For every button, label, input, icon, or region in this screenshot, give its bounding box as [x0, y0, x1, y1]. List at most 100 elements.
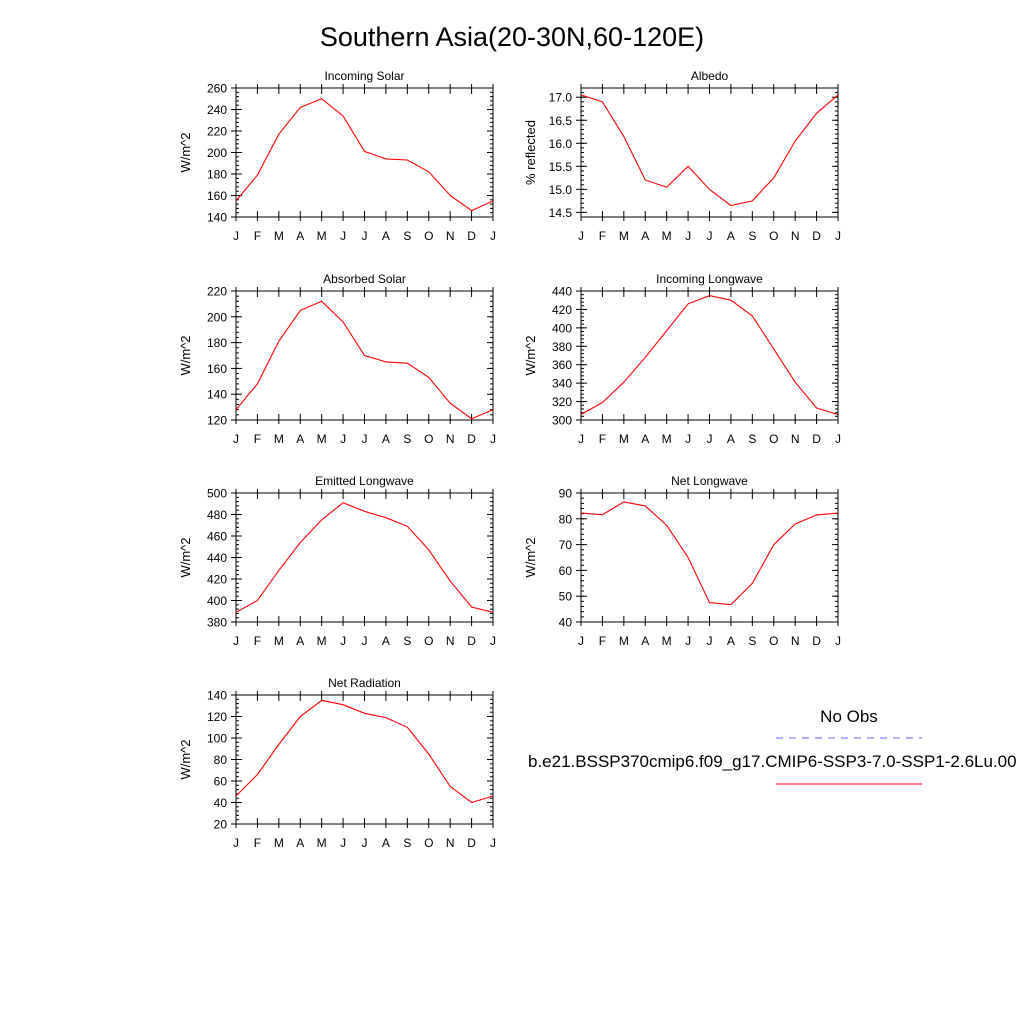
- y-tick-label: 160: [207, 189, 227, 203]
- x-tick-label: D: [812, 634, 821, 648]
- y-tick-label: 17.0: [549, 91, 573, 105]
- x-tick-label: A: [382, 836, 390, 850]
- series-line: [235, 502, 494, 613]
- legend-model-label: b.e21.BSSP370cmip6.f09_g17.CMIP6-SSP3-7.…: [528, 752, 1017, 771]
- x-tick-label: J: [707, 432, 713, 446]
- x-tick-label: F: [599, 432, 606, 446]
- x-tick-label: O: [424, 634, 433, 648]
- y-axis-label: % reflected: [523, 120, 538, 185]
- x-tick-label: J: [233, 634, 239, 648]
- x-tick-label: J: [578, 432, 584, 446]
- y-tick-label: 160: [207, 362, 227, 376]
- x-tick-label: N: [791, 634, 800, 648]
- plot-frame: [235, 87, 494, 218]
- x-tick-label: M: [274, 634, 284, 648]
- x-tick-label: S: [403, 836, 411, 850]
- x-tick-label: J: [578, 229, 584, 243]
- chart-title: Incoming Solar: [324, 69, 404, 83]
- x-tick-label: M: [274, 432, 284, 446]
- x-tick-label: M: [317, 432, 327, 446]
- y-tick-label: 15.0: [549, 183, 573, 197]
- y-tick-label: 15.5: [549, 160, 573, 174]
- chart-title: Emitted Longwave: [315, 474, 414, 488]
- y-tick-label: 400: [552, 321, 572, 335]
- series-line: [235, 699, 494, 804]
- x-tick-label: J: [340, 432, 346, 446]
- y-tick-label: 50: [559, 590, 573, 604]
- x-tick-label: A: [382, 229, 390, 243]
- x-tick-label: J: [707, 229, 713, 243]
- y-tick-label: 70: [559, 538, 573, 552]
- y-tick-label: 60: [559, 564, 573, 578]
- y-tick-label: 240: [207, 103, 227, 117]
- x-tick-label: N: [446, 432, 455, 446]
- series-line: [580, 295, 839, 416]
- y-tick-label: 120: [207, 710, 227, 724]
- chart-title: Net Radiation: [328, 676, 401, 690]
- y-tick-label: 380: [207, 616, 227, 630]
- x-tick-label: J: [685, 634, 691, 648]
- y-tick-label: 420: [552, 303, 572, 317]
- page-title: Southern Asia(20-30N,60-120E): [320, 22, 704, 52]
- x-tick-label: J: [233, 229, 239, 243]
- x-tick-label: A: [641, 432, 649, 446]
- chart-panel: Incoming Longwave 300 320 340 360 380 400 420 44…: [523, 272, 841, 446]
- x-tick-label: S: [403, 432, 411, 446]
- x-tick-label: N: [791, 229, 800, 243]
- x-tick-label: A: [296, 229, 304, 243]
- x-tick-label: A: [382, 432, 390, 446]
- y-tick-label: 20: [214, 818, 228, 832]
- x-tick-label: F: [254, 229, 261, 243]
- x-tick-label: D: [467, 432, 476, 446]
- y-tick-label: 16.0: [549, 137, 573, 151]
- x-tick-label: M: [662, 229, 672, 243]
- x-tick-label: J: [233, 836, 239, 850]
- x-tick-label: A: [296, 432, 304, 446]
- x-tick-label: O: [769, 432, 778, 446]
- x-tick-label: J: [707, 634, 713, 648]
- x-tick-label: M: [619, 229, 629, 243]
- y-tick-label: 140: [207, 689, 227, 703]
- x-tick-label: J: [362, 836, 368, 850]
- x-tick-label: J: [685, 432, 691, 446]
- x-tick-label: D: [812, 432, 821, 446]
- x-tick-label: M: [662, 432, 672, 446]
- x-tick-label: M: [317, 634, 327, 648]
- x-tick-label: J: [340, 836, 346, 850]
- y-axis-label: W/m^2: [523, 537, 538, 577]
- y-tick-label: 220: [207, 285, 227, 299]
- y-tick-label: 380: [552, 340, 572, 354]
- x-tick-label: J: [835, 229, 841, 243]
- x-tick-label: A: [296, 836, 304, 850]
- x-tick-label: D: [467, 634, 476, 648]
- x-tick-label: S: [748, 432, 756, 446]
- y-tick-label: 400: [207, 594, 227, 608]
- x-tick-label: A: [727, 634, 735, 648]
- x-tick-label: M: [619, 634, 629, 648]
- plot-frame: [235, 694, 494, 825]
- y-tick-label: 440: [207, 551, 227, 565]
- x-tick-label: N: [791, 432, 800, 446]
- x-tick-label: N: [446, 836, 455, 850]
- y-tick-label: 16.5: [549, 114, 573, 128]
- x-tick-label: D: [812, 229, 821, 243]
- x-tick-label: D: [467, 836, 476, 850]
- chart-title: Albedo: [691, 69, 729, 83]
- chart-title: Incoming Longwave: [656, 272, 763, 286]
- x-tick-label: J: [490, 432, 496, 446]
- x-tick-label: A: [727, 432, 735, 446]
- x-tick-label: J: [490, 634, 496, 648]
- x-tick-label: O: [424, 229, 433, 243]
- y-tick-label: 460: [207, 530, 227, 544]
- x-tick-label: M: [274, 836, 284, 850]
- x-tick-label: J: [340, 229, 346, 243]
- x-tick-label: J: [835, 432, 841, 446]
- x-tick-label: M: [317, 836, 327, 850]
- y-tick-label: 60: [214, 775, 228, 789]
- plot-frame: [580, 87, 839, 218]
- y-tick-label: 500: [207, 487, 227, 501]
- legend-obs-label: No Obs: [820, 707, 878, 726]
